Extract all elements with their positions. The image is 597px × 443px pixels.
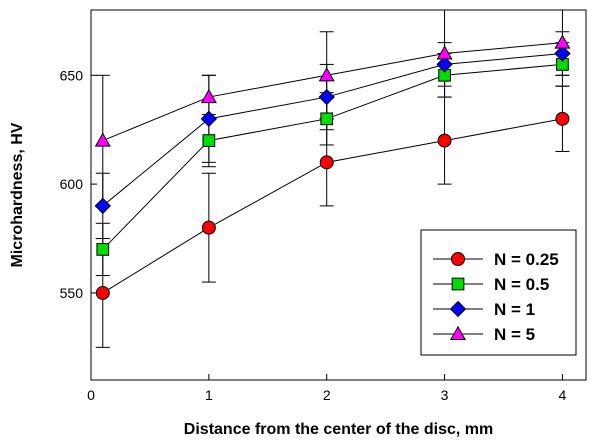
x-axis-title: Distance from the center of the disc, mm bbox=[184, 421, 493, 438]
series-markers bbox=[94, 34, 571, 300]
data-point bbox=[200, 88, 217, 104]
legend-marker bbox=[451, 277, 465, 291]
legend-item: N = 1 bbox=[433, 300, 535, 319]
legend-item: N = 0.25 bbox=[433, 250, 559, 269]
data-point bbox=[319, 155, 334, 170]
legend-label: N = 0.25 bbox=[494, 250, 559, 269]
x-tick-label: 2 bbox=[323, 387, 331, 403]
x-tick-label: 0 bbox=[87, 387, 95, 403]
x-axis-ticks: 0 1 2 3 4 bbox=[87, 374, 567, 403]
y-tick-label: 550 bbox=[60, 285, 84, 301]
y-tick-label: 650 bbox=[60, 67, 84, 83]
data-point bbox=[318, 67, 335, 82]
data-point bbox=[200, 110, 218, 128]
plot-frame bbox=[90, 9, 587, 381]
data-point bbox=[437, 133, 452, 148]
data-point bbox=[94, 132, 111, 147]
data-point bbox=[436, 56, 453, 73]
data-point bbox=[320, 112, 334, 126]
legend-item: N = 0.5 bbox=[433, 275, 549, 294]
legend-label: N = 1 bbox=[494, 300, 535, 319]
data-point bbox=[554, 45, 571, 62]
legend-label: N = 5 bbox=[494, 325, 535, 344]
data-point bbox=[318, 88, 335, 106]
data-point bbox=[554, 34, 571, 49]
data-point bbox=[201, 220, 216, 235]
legend-marker bbox=[451, 252, 465, 266]
x-tick-label: 1 bbox=[205, 387, 213, 403]
series-line bbox=[102, 63, 563, 250]
x-tick-label: 4 bbox=[559, 387, 567, 403]
data-point bbox=[96, 243, 110, 256]
legend: N = 0.25 N = 0.5 N = 1 N = 5 bbox=[420, 229, 577, 356]
y-axis-title: Microhardness, HV bbox=[9, 122, 26, 267]
x-tick-label: 3 bbox=[441, 387, 449, 403]
data-point bbox=[94, 197, 111, 215]
legend-item: N = 5 bbox=[433, 325, 535, 344]
y-tick-label: 600 bbox=[60, 176, 84, 192]
data-point bbox=[202, 134, 216, 147]
legend-marker bbox=[449, 300, 467, 318]
legend-label: N = 0.5 bbox=[494, 275, 549, 294]
data-point bbox=[436, 45, 453, 60]
data-point bbox=[555, 111, 570, 126]
y-axis-ticks: 550 600 650 bbox=[60, 67, 97, 301]
legend-marker bbox=[449, 325, 467, 341]
series-line bbox=[102, 42, 563, 142]
data-point bbox=[95, 285, 110, 300]
